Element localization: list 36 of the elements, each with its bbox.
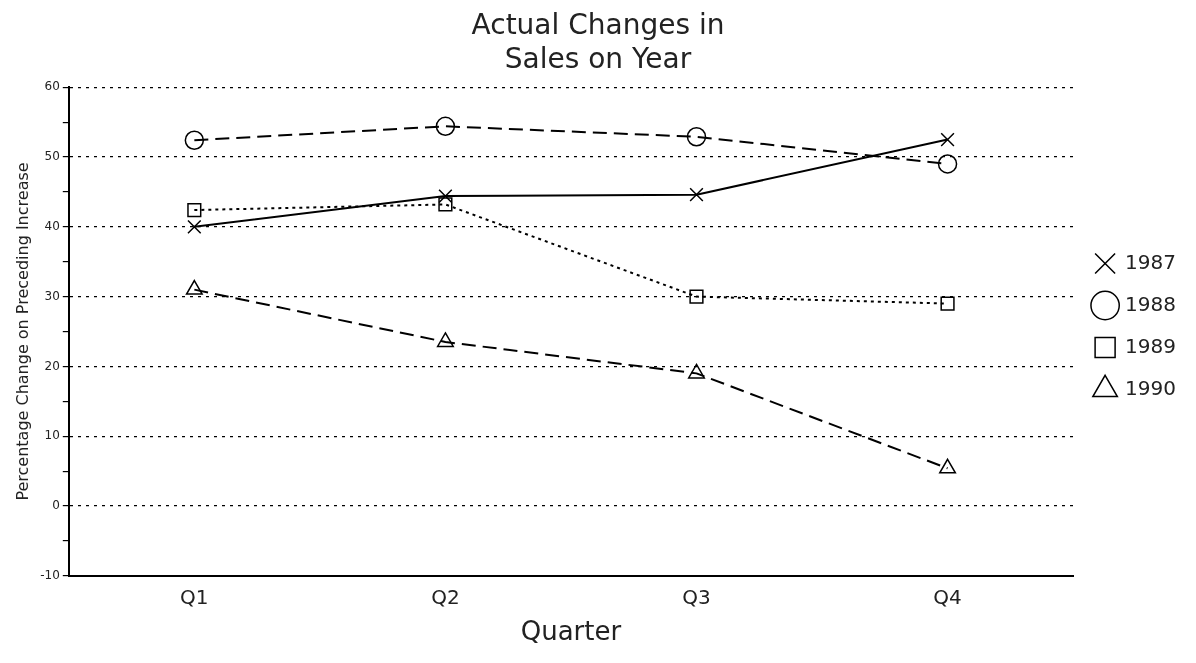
text: Actual Changes in [471, 8, 725, 42]
x-tick-label: Q1 [180, 585, 209, 609]
legend-label: 1990 [1125, 375, 1177, 400]
point [686, 127, 707, 147]
x-axis-title: Quarter [520, 616, 622, 647]
legend-label: 1989 [1125, 333, 1177, 358]
point [435, 116, 456, 137]
y-tick-label: 60 [44, 79, 60, 94]
point [689, 289, 704, 304]
y-tick-label: 10 [44, 428, 60, 443]
point [939, 458, 957, 474]
y-tick-label: 20 [44, 358, 60, 373]
point [687, 363, 706, 379]
point [937, 154, 958, 174]
point [689, 187, 704, 202]
x-tick-label: Q2 [431, 585, 460, 609]
point [187, 202, 202, 218]
y-tick-label: 0 [52, 498, 60, 513]
point [940, 132, 955, 147]
x-tick-label: Q4 [933, 585, 962, 609]
legend-label: 1988 [1125, 291, 1177, 316]
text: Sales on Year [504, 41, 692, 75]
y-tick-label: 40 [44, 218, 60, 233]
point [438, 197, 453, 212]
point [185, 279, 203, 295]
point [187, 219, 202, 234]
legend-label: 1987 [1125, 249, 1177, 274]
y-tick-label: 30 [44, 288, 60, 303]
x-tick-label: Q3 [682, 585, 711, 609]
point [940, 296, 955, 311]
y-axis-title: Percentage Change on Preceding Increase [12, 162, 32, 501]
y-tick-label: -10 [40, 567, 60, 582]
point [436, 332, 454, 348]
y-tick-label: 50 [44, 149, 60, 164]
point [184, 130, 205, 150]
point [438, 188, 453, 204]
